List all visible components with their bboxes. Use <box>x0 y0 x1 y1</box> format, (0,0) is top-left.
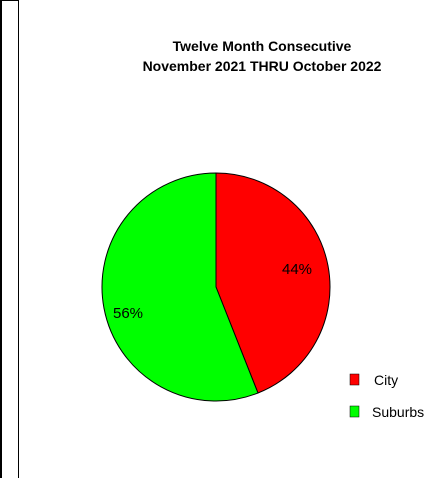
legend-label-suburbs: Suburbs <box>372 404 424 420</box>
legend-swatch-city <box>349 373 360 386</box>
pie-slices <box>101 172 331 402</box>
left-border <box>0 0 2 478</box>
slice-label-city: 44% <box>282 261 312 278</box>
inner-border <box>18 0 19 478</box>
pie-slice-suburbs <box>101 172 259 402</box>
chart-subtitle: November 2021 THRU October 2022 <box>143 58 382 74</box>
legend-swatch-suburbs <box>349 405 360 418</box>
pie-slice-city <box>215 172 331 394</box>
legend: City Suburbs <box>349 372 424 420</box>
top-border <box>0 0 18 1</box>
chart-title: Twelve Month Consecutive <box>173 38 352 54</box>
slice-labels: 44% 56% <box>113 261 312 322</box>
legend-label-city: City <box>374 372 398 388</box>
slice-label-suburbs: 56% <box>113 305 143 322</box>
